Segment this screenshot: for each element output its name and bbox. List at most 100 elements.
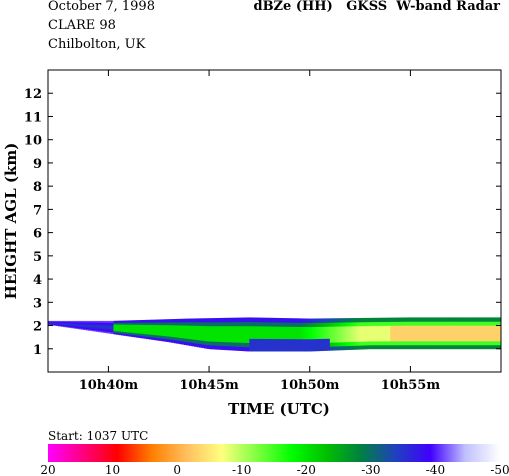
- echo-cell: [377, 337, 381, 342]
- echo-cell: [312, 334, 316, 340]
- echo-cell: [443, 321, 447, 326]
- echo-cell: [443, 333, 447, 338]
- echo-cell: [236, 321, 240, 327]
- echo-cell: [400, 337, 404, 342]
- echo-cell: [93, 325, 97, 328]
- echo-cell: [412, 317, 416, 322]
- echo-cell: [120, 331, 124, 334]
- echo-cell: [128, 322, 132, 325]
- echo-cell: [428, 317, 431, 322]
- echo-cell: [420, 321, 424, 326]
- echo-cell: [415, 337, 419, 342]
- echo-cell: [241, 342, 245, 347]
- echo-cell: [269, 338, 273, 344]
- echo-cell: [428, 337, 431, 342]
- echo-cell: [387, 325, 391, 330]
- echo-cell: [239, 338, 243, 343]
- echo-cell: [352, 341, 356, 346]
- echo-cell: [304, 338, 308, 344]
- echo-cell: [337, 346, 341, 351]
- echo-cell: [344, 322, 348, 327]
- echo-cell: [380, 329, 384, 334]
- echo-cell: [463, 321, 467, 326]
- echo-cell: [362, 345, 366, 350]
- echo-cell: [204, 333, 207, 338]
- echo-cell: [292, 338, 296, 344]
- echo-cell: [362, 329, 366, 334]
- echo-cell: [103, 323, 107, 326]
- echo-cell: [151, 334, 155, 338]
- echo-cell: [141, 322, 145, 325]
- echo-cell: [73, 327, 77, 329]
- echo-cell: [241, 329, 245, 335]
- echo-cell: [448, 344, 452, 350]
- echo-cell: [214, 329, 218, 334]
- echo-cell: [103, 328, 107, 331]
- echo-cell: [405, 321, 409, 326]
- echo-cell: [440, 321, 444, 326]
- echo-cell: [458, 329, 462, 334]
- echo-cell: [473, 337, 477, 342]
- echo-cell: [171, 319, 175, 323]
- y-tick-label: 2: [33, 320, 42, 335]
- echo-cell: [415, 344, 419, 350]
- echo-cell: [445, 340, 449, 346]
- echo-cell: [70, 324, 74, 326]
- echo-cell: [186, 321, 190, 326]
- echo-cell: [392, 329, 396, 334]
- echo-cell: [216, 345, 220, 350]
- y-tick-label: 11: [24, 110, 42, 125]
- echo-cell: [440, 317, 444, 322]
- echo-cell: [475, 329, 479, 334]
- echo-cell: [141, 333, 145, 337]
- echo-cell: [440, 333, 444, 338]
- echo-cell: [90, 325, 94, 328]
- echo-cell: [417, 329, 421, 334]
- echo-cell: [241, 334, 245, 339]
- echo-cell: [337, 338, 341, 343]
- echo-cell: [284, 318, 288, 323]
- echo-cell: [342, 337, 346, 343]
- echo-cell: [98, 320, 102, 323]
- echo-cell: [279, 326, 283, 331]
- echo-cell: [395, 333, 399, 338]
- echo-cell: [344, 329, 348, 335]
- echo-cell: [80, 327, 84, 329]
- echo-cell: [473, 333, 477, 338]
- echo-cell: [357, 325, 361, 331]
- echo-cell: [415, 317, 419, 322]
- echo-cell: [329, 318, 333, 323]
- echo-cell: [229, 337, 233, 343]
- echo-cell: [214, 341, 218, 346]
- echo-cell: [493, 340, 497, 346]
- echo-cell: [136, 326, 139, 330]
- echo-cell: [136, 324, 139, 327]
- echo-cell: [299, 342, 303, 348]
- echo-cell: [141, 319, 145, 323]
- echo-cell: [390, 337, 394, 342]
- echo-cell: [163, 322, 167, 326]
- echo-cell: [397, 337, 401, 342]
- echo-cell: [70, 323, 74, 325]
- echo-cell: [83, 325, 87, 327]
- echo-cell: [138, 335, 142, 339]
- echo-cell: [90, 327, 94, 329]
- echo-cell: [337, 334, 341, 339]
- echo-cell: [422, 317, 426, 322]
- echo-cell: [284, 346, 288, 352]
- echo-cell: [55, 320, 59, 322]
- echo-cell: [168, 327, 172, 331]
- echo-cell: [128, 334, 132, 337]
- echo-cell: [95, 320, 99, 323]
- echo-cell: [407, 321, 411, 326]
- echo-cell: [181, 337, 185, 342]
- echo-cell: [166, 336, 170, 340]
- echo-cell: [103, 325, 107, 328]
- echo-cell: [430, 337, 434, 342]
- echo-cell: [254, 317, 258, 323]
- echo-cell: [196, 343, 200, 348]
- echo-cell: [397, 317, 401, 322]
- echo-cell: [120, 326, 124, 329]
- echo-cell: [329, 330, 333, 335]
- echo-cell: [317, 338, 321, 344]
